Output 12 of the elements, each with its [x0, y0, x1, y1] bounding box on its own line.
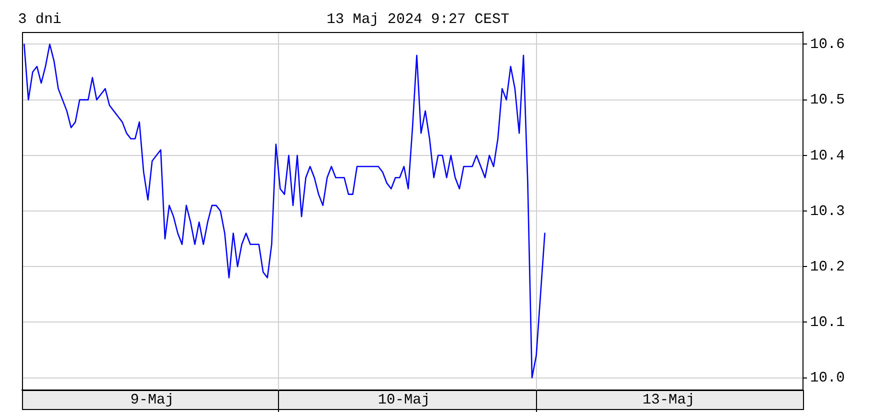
y-tick-label: 10.2 — [810, 259, 845, 276]
x-tick-label: 13-Maj — [642, 392, 695, 409]
y-tick-label: 10.0 — [810, 370, 845, 387]
y-tick-label: 10.5 — [810, 92, 845, 109]
chart-subtitle: 13 Maj 2024 9:27 CEST — [326, 12, 510, 29]
y-tick-label: 10.3 — [810, 204, 845, 220]
y-tick-label: 10.1 — [810, 315, 845, 332]
x-tick-label: 10-Maj — [378, 392, 430, 409]
x-tick-label: 9-Maj — [130, 392, 174, 409]
chart-title: 3 dni — [18, 12, 62, 29]
y-tick-label: 10.4 — [810, 148, 845, 164]
y-tick-label: 10.6 — [810, 37, 845, 54]
